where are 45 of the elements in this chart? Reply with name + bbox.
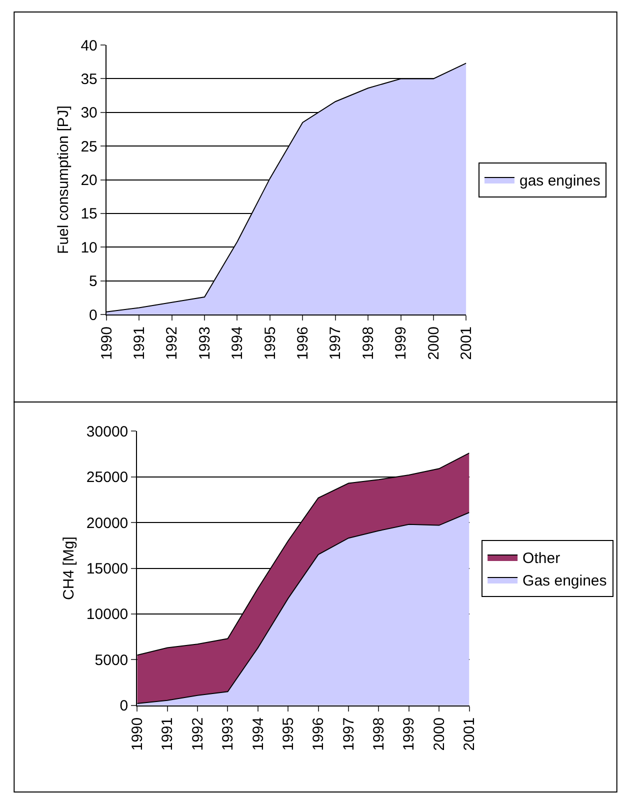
x-tick-label: 2001 <box>458 326 476 360</box>
x-tick-label: 1990 <box>98 326 116 360</box>
y-tick-label: 15 <box>80 206 98 223</box>
x-tick-label: 1990 <box>129 717 146 751</box>
y-tick-label: 10 <box>80 239 98 256</box>
y-tick-label: 25000 <box>86 469 128 486</box>
x-tick-label: 1991 <box>159 717 176 751</box>
x-tick-label: 2000 <box>425 326 442 360</box>
y-axis-title: CH4 [Mg] <box>60 536 78 600</box>
y-tick-label: 40 <box>80 37 98 54</box>
x-tick-label: 1992 <box>164 326 181 360</box>
y-tick-label: 25 <box>80 138 98 156</box>
y-tick-label: 0 <box>89 306 98 324</box>
x-tick-label: 1999 <box>392 326 410 360</box>
x-tick-label: 1996 <box>294 326 312 360</box>
y-tick-label: 10000 <box>86 606 128 624</box>
legend-label: gas engines <box>519 172 600 190</box>
y-tick-label: 20000 <box>86 514 128 532</box>
y-tick-label: 30 <box>80 104 98 122</box>
x-tick-label: 1993 <box>196 326 214 360</box>
x-tick-label: 1994 <box>250 717 267 751</box>
y-tick-label: 15000 <box>86 560 128 578</box>
x-tick-label: 1995 <box>280 717 297 751</box>
y-tick-label: 30000 <box>86 423 128 440</box>
y-tick-label: 20 <box>80 172 98 190</box>
y-axis-title: Fuel consumption [PJ] <box>54 106 72 254</box>
y-tick-label: 35 <box>80 70 98 88</box>
x-tick-label: 1993 <box>220 717 237 751</box>
x-tick-label: 1997 <box>327 326 344 360</box>
x-tick-label: 2000 <box>430 717 448 751</box>
y-tick-label: 5000 <box>94 652 128 669</box>
x-tick-label: 1998 <box>360 326 377 360</box>
x-tick-label: 1996 <box>310 717 328 751</box>
x-tick-label: 1992 <box>189 717 206 751</box>
x-tick-label: 1995 <box>262 326 279 360</box>
x-tick-label: 1999 <box>400 717 418 751</box>
x-tick-label: 1994 <box>229 326 246 360</box>
legend-label: Other <box>522 550 560 567</box>
y-tick-label: 0 <box>120 698 128 715</box>
x-tick-label: 1997 <box>340 717 358 751</box>
legend-label: Gas engines <box>522 572 607 590</box>
x-tick-label: 1998 <box>370 717 388 751</box>
y-tick-label: 5 <box>89 273 98 290</box>
x-tick-label: 2001 <box>461 717 478 751</box>
x-tick-label: 1991 <box>130 326 148 360</box>
